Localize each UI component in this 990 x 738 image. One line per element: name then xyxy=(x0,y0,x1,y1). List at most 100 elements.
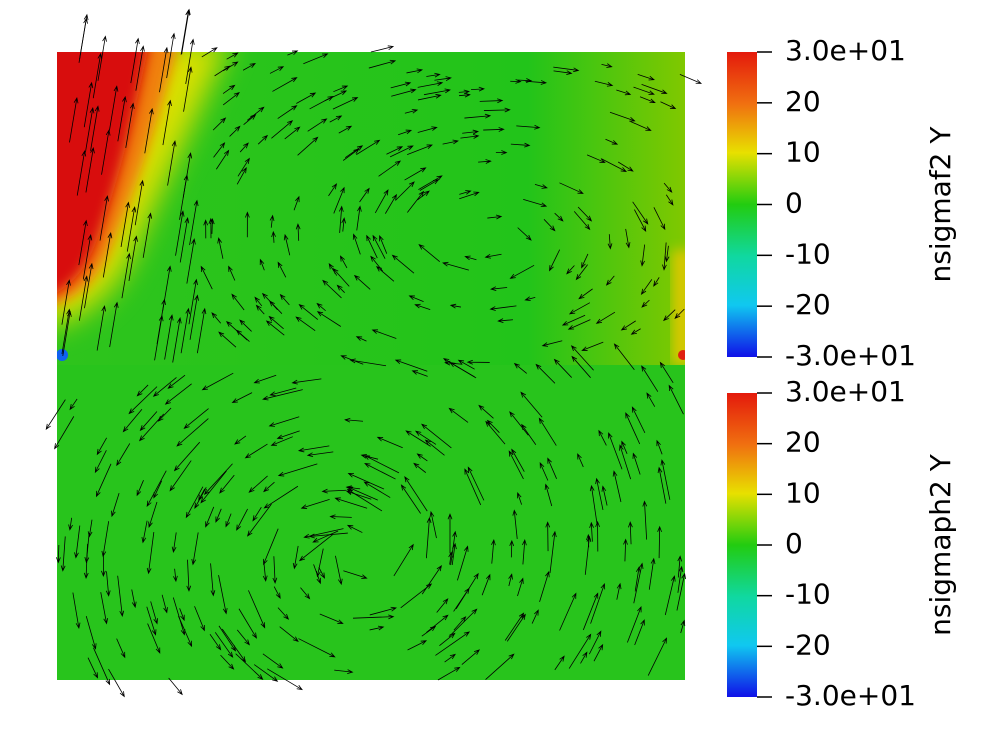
arrow xyxy=(101,129,111,175)
arrow xyxy=(538,417,557,446)
arrow xyxy=(462,129,480,135)
arrow xyxy=(390,81,412,89)
arrow xyxy=(679,73,703,84)
arrow xyxy=(478,159,492,164)
arrow xyxy=(363,481,391,498)
arrow xyxy=(553,66,580,73)
arrow xyxy=(483,127,505,132)
arrow xyxy=(203,463,233,496)
arrow xyxy=(509,539,515,558)
arrow xyxy=(607,234,613,250)
arrow xyxy=(623,538,628,562)
arrow xyxy=(423,88,451,96)
arrow xyxy=(554,212,564,222)
arrow xyxy=(630,121,652,131)
arrow xyxy=(398,129,413,136)
arrow xyxy=(316,302,326,312)
arrow xyxy=(417,126,438,133)
arrow xyxy=(407,190,425,213)
arrow xyxy=(318,567,326,579)
arrow xyxy=(117,575,125,617)
arrow xyxy=(663,309,676,322)
arrow xyxy=(131,589,137,609)
arrow xyxy=(405,430,431,447)
arrow xyxy=(568,302,591,315)
arrow xyxy=(168,677,183,696)
arrow xyxy=(344,145,364,159)
colorbars: 3.0e+01 20 10 0 -10 -20 -3.0e+01 nsigmaf2 Y 3.0e… xyxy=(727,34,957,712)
colorbar-label: -10 xyxy=(785,578,831,611)
arrow xyxy=(640,244,646,267)
arrow xyxy=(605,275,615,286)
arrow xyxy=(213,142,226,158)
arrow xyxy=(255,304,265,315)
arrow xyxy=(451,542,457,566)
arrow xyxy=(99,195,109,241)
arrow xyxy=(69,398,78,411)
arrow xyxy=(458,92,471,98)
arrow xyxy=(235,653,264,680)
arrow xyxy=(637,73,655,81)
arrow xyxy=(270,436,293,446)
arrow xyxy=(196,307,207,354)
arrow xyxy=(435,631,471,656)
arrow xyxy=(120,201,130,247)
arrow xyxy=(608,432,623,470)
arrow xyxy=(218,575,228,615)
arrow xyxy=(183,408,209,429)
arrow xyxy=(434,76,452,81)
arrow xyxy=(404,108,419,114)
arrow xyxy=(668,384,684,415)
arrow xyxy=(400,484,421,514)
arrow xyxy=(378,160,402,177)
arrow xyxy=(646,392,656,407)
arrow xyxy=(218,331,237,348)
arrow xyxy=(313,564,321,585)
arrow xyxy=(321,488,347,494)
arrow xyxy=(595,477,604,510)
arrow xyxy=(609,111,636,122)
colorbar-label: 20 xyxy=(785,426,821,459)
arrow xyxy=(269,66,285,74)
arrow xyxy=(291,378,322,385)
arrow xyxy=(406,68,424,74)
arrow xyxy=(633,562,644,604)
colorbar-label: -10 xyxy=(785,237,831,270)
arrow xyxy=(191,532,199,566)
arrow xyxy=(179,216,190,263)
arrow xyxy=(485,653,515,680)
arrow xyxy=(144,107,154,154)
arrow xyxy=(272,77,298,92)
arrow xyxy=(408,295,424,303)
arrow xyxy=(254,296,263,307)
arrow xyxy=(117,95,127,142)
arrow xyxy=(121,252,131,299)
arrow xyxy=(632,452,641,475)
arrow xyxy=(457,545,469,581)
arrow xyxy=(491,538,496,564)
arrow xyxy=(605,138,619,145)
arrow xyxy=(634,619,645,646)
arrow xyxy=(588,630,602,655)
arrow xyxy=(594,80,614,87)
arrow xyxy=(96,437,107,456)
arrow xyxy=(389,145,414,158)
arrow xyxy=(179,608,185,622)
arrow xyxy=(349,358,387,367)
arrow xyxy=(612,470,622,503)
arrow xyxy=(641,83,668,95)
arrow xyxy=(271,230,276,243)
arrow xyxy=(146,532,155,575)
arrow xyxy=(617,161,634,172)
arrow xyxy=(421,625,437,637)
arrow xyxy=(338,125,353,134)
arrow xyxy=(295,316,316,332)
arrow xyxy=(236,629,250,646)
arrow xyxy=(222,84,236,94)
arrow xyxy=(186,238,196,284)
arrow xyxy=(429,510,437,539)
arrow xyxy=(559,182,584,194)
arrow xyxy=(549,530,557,574)
arrow xyxy=(421,423,452,449)
arrow xyxy=(61,308,71,355)
